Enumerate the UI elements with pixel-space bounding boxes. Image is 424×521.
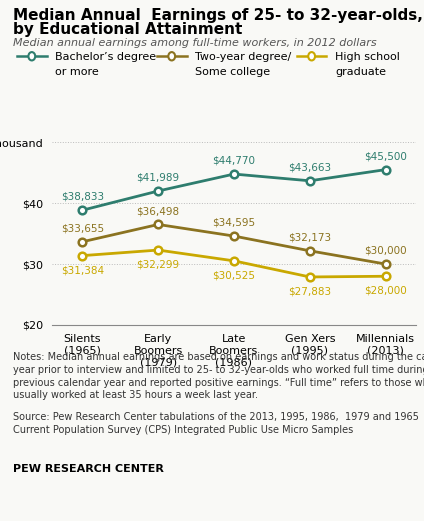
Text: $32,173: $32,173	[288, 232, 332, 242]
Text: or more: or more	[55, 67, 99, 77]
Text: $30,525: $30,525	[212, 270, 256, 281]
Text: $33,655: $33,655	[61, 224, 104, 233]
Text: $31,384: $31,384	[61, 265, 104, 276]
Text: $27,883: $27,883	[288, 287, 332, 296]
Text: Notes: Median annual earnings are based on earnings and work status during the c: Notes: Median annual earnings are based …	[13, 352, 424, 401]
Text: $32,299: $32,299	[137, 260, 180, 270]
Text: $38,833: $38,833	[61, 192, 104, 202]
Text: $43,663: $43,663	[288, 163, 332, 172]
Text: Source: Pew Research Center tabulations of the 2013, 1995, 1986,  1979 and 1965 : Source: Pew Research Center tabulations …	[13, 412, 424, 435]
Text: graduate: graduate	[335, 67, 386, 77]
Text: $36,498: $36,498	[137, 206, 180, 216]
Text: $30,000: $30,000	[364, 246, 407, 256]
Text: by Educational Attainment: by Educational Attainment	[13, 22, 242, 37]
Text: $44,770: $44,770	[212, 156, 256, 166]
Text: $41,989: $41,989	[137, 172, 180, 183]
Text: Median Annual  Earnings of 25- to 32-year-olds,: Median Annual Earnings of 25- to 32-year…	[13, 8, 423, 23]
Text: Two-year degree/: Two-year degree/	[195, 52, 291, 62]
Text: PEW RESEARCH CENTER: PEW RESEARCH CENTER	[13, 464, 164, 474]
Text: Some college: Some college	[195, 67, 270, 77]
Text: Median annual earnings among full-time workers, in 2012 dollars: Median annual earnings among full-time w…	[13, 38, 377, 48]
Text: $45,500: $45,500	[364, 151, 407, 162]
Text: $34,595: $34,595	[212, 218, 256, 228]
Text: $28,000: $28,000	[364, 286, 407, 296]
Text: Bachelor’s degree: Bachelor’s degree	[55, 52, 156, 62]
Text: High school: High school	[335, 52, 400, 62]
